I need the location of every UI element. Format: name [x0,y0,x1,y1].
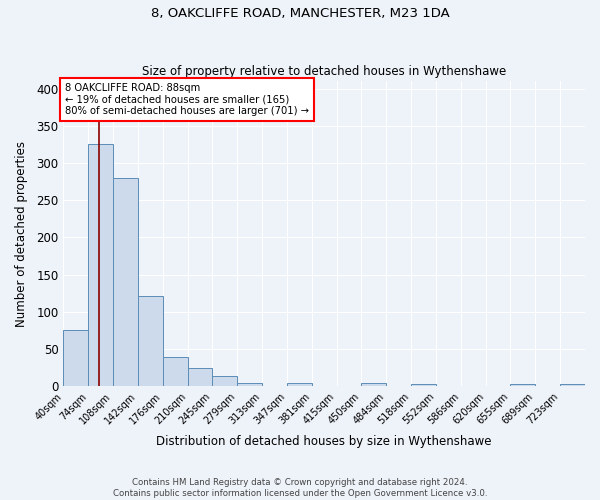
Bar [560,384,585,386]
Bar [64,330,88,386]
Bar [511,384,535,386]
Bar [212,376,237,386]
Bar [113,178,138,386]
Bar [88,144,113,386]
Bar [287,384,312,386]
Bar [163,358,188,386]
Bar [237,384,262,386]
Text: 8, OAKCLIFFE ROAD, MANCHESTER, M23 1DA: 8, OAKCLIFFE ROAD, MANCHESTER, M23 1DA [151,8,449,20]
Y-axis label: Number of detached properties: Number of detached properties [15,140,28,326]
Text: Contains HM Land Registry data © Crown copyright and database right 2024.
Contai: Contains HM Land Registry data © Crown c… [113,478,487,498]
Bar [361,382,386,386]
Bar [138,296,163,386]
Text: 8 OAKCLIFFE ROAD: 88sqm
← 19% of detached houses are smaller (165)
80% of semi-d: 8 OAKCLIFFE ROAD: 88sqm ← 19% of detache… [65,82,309,116]
X-axis label: Distribution of detached houses by size in Wythenshawe: Distribution of detached houses by size … [157,434,492,448]
Bar [411,384,436,386]
Bar [188,368,212,386]
Title: Size of property relative to detached houses in Wythenshawe: Size of property relative to detached ho… [142,66,506,78]
